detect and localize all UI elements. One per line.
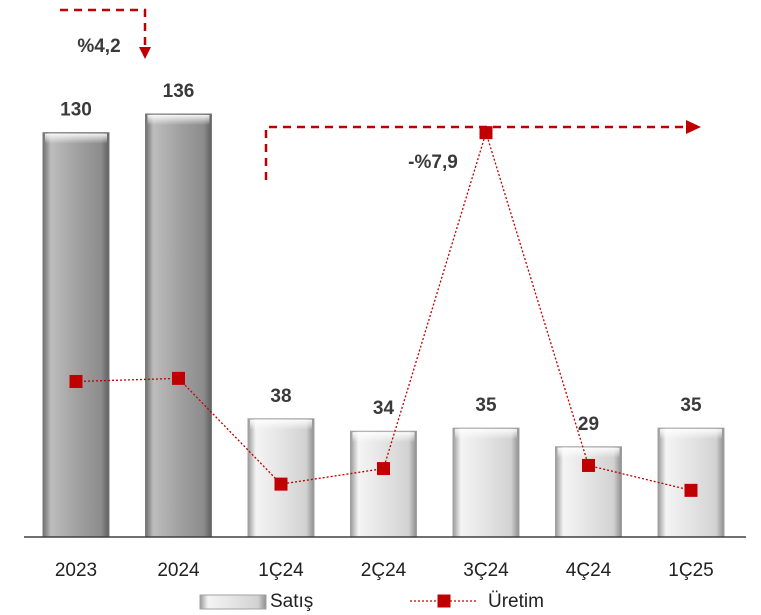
bar-value-label: 34 xyxy=(373,398,395,419)
bar-2Ç24 xyxy=(350,430,417,538)
bar-2024 xyxy=(145,113,212,538)
annotation-label: %4,2 xyxy=(77,36,120,57)
x-tick-label: 2024 xyxy=(157,560,200,581)
legend-item-satis: Satış xyxy=(199,591,313,612)
bar-value-label: 38 xyxy=(270,386,291,407)
bar-value-label: 130 xyxy=(60,100,92,121)
x-tick-label: 1Ç24 xyxy=(258,560,304,581)
annotation-arrow-yearly: %4,2 xyxy=(60,8,151,59)
x-tick-label: 2Ç24 xyxy=(361,560,407,581)
x-tick-label: 1Ç25 xyxy=(668,560,713,581)
bar-value-label: 29 xyxy=(578,414,599,435)
line-point-2Ç24 xyxy=(377,462,390,476)
bar-2023 xyxy=(42,132,110,538)
bar-value-label: 35 xyxy=(680,395,702,416)
bar-1Ç24 xyxy=(247,418,315,538)
data-labels: 130 136 38 34 35 29 35 xyxy=(60,81,702,435)
x-tick-label: 2023 xyxy=(55,560,97,581)
bar-3Ç24 xyxy=(452,427,520,538)
bar-series xyxy=(42,113,725,538)
x-tick-label: 3Ç24 xyxy=(463,560,509,581)
line-point-3Ç24 xyxy=(479,126,493,140)
bar-1Ç25 xyxy=(657,427,725,538)
bar-value-label: 35 xyxy=(475,395,497,416)
bar-value-label: 136 xyxy=(163,81,195,102)
legend-label: Satış xyxy=(270,591,313,612)
line-point-2023 xyxy=(69,374,83,388)
legend-label: Üretim xyxy=(488,591,544,612)
legend-item-uretim: Üretim xyxy=(410,591,544,612)
line-point-1Ç24 xyxy=(274,477,288,491)
line-point-2024 xyxy=(172,371,185,385)
annotations: %4,2 -%7,9 xyxy=(60,8,701,180)
line-point-4Ç24 xyxy=(582,458,595,472)
line-series xyxy=(69,126,698,497)
annotation-arrow-quarterly: -%7,9 xyxy=(264,120,701,180)
line-point-1Ç25 xyxy=(684,483,698,497)
x-tick-label: 4Ç24 xyxy=(566,560,612,581)
x-axis-ticks: 2023 2024 1Ç24 2Ç24 3Ç24 4Ç24 1Ç25 xyxy=(55,560,714,581)
annotation-label: -%7,9 xyxy=(408,152,458,173)
legend: Satış Üretim xyxy=(199,591,544,612)
